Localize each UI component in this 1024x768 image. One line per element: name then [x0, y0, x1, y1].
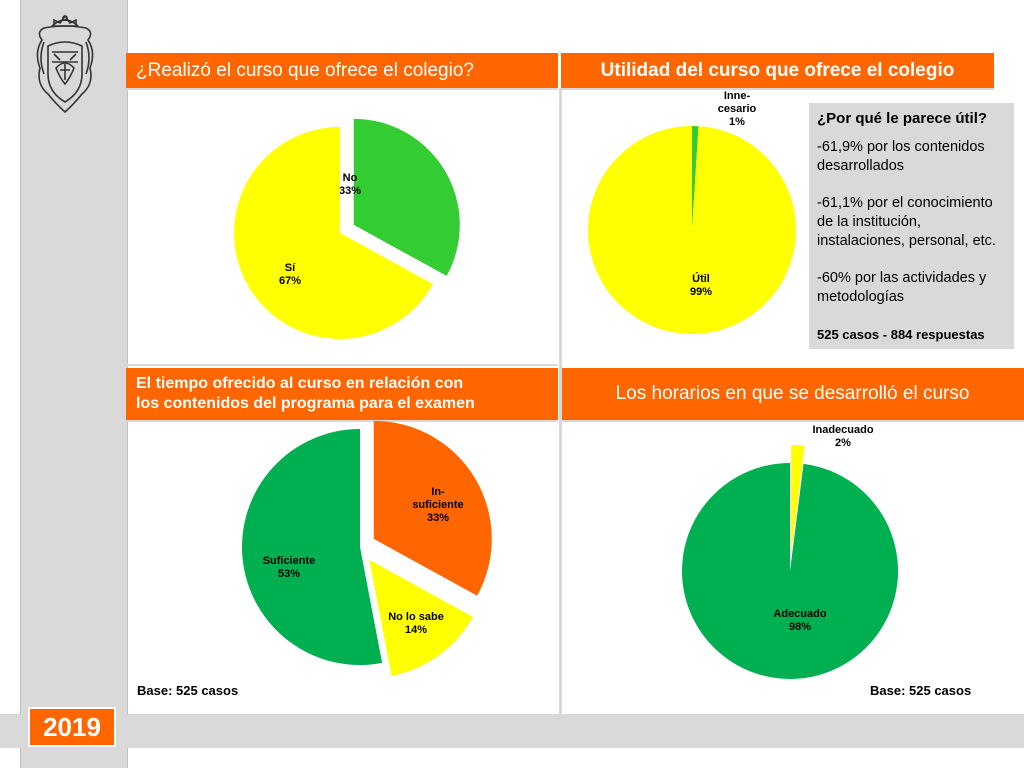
divider-bottom-left [126, 420, 558, 422]
panel-title-tiempo-line1: El tiempo ofrecido al curso en relación … [136, 375, 464, 392]
pie-label-innecesario: Inne-cesario 1% [718, 90, 757, 128]
divider-middle [126, 364, 558, 366]
pie-slice-adecuado [681, 463, 898, 679]
university-crest-logo [30, 12, 100, 118]
pie-label-si: Sí 67% [279, 262, 301, 287]
pie-slice-inadecuado [791, 445, 805, 554]
pie-label-no-lo-sabe: No lo sabe 14% [388, 611, 444, 636]
pie-label-adecuado: Adecuado 98% [773, 608, 826, 633]
pie-label-inadecuado: Inadecuado 2% [812, 424, 873, 449]
pie-slice-innecesario [692, 126, 699, 230]
info-item-conocimiento: -61,1% por el conocimiento de la institu… [817, 195, 996, 249]
divider-top-left [126, 88, 558, 90]
info-item-contenidos: -61,9% por los contenidos desarrollados [817, 139, 985, 174]
panel-title-utilidad-curso: Utilidad del curso que ofrece el colegio [561, 53, 994, 88]
divider-top-right [562, 88, 994, 90]
info-box-title: ¿Por qué le parece útil? [817, 110, 988, 127]
panel-title-horarios: Los horarios en que se desarrolló el cur… [561, 368, 1024, 420]
pie-slice-util [588, 126, 797, 334]
pie-label-no: No 33% [339, 172, 361, 197]
pie-label-util: Útil 99% [690, 272, 712, 298]
bottom-band [0, 714, 1024, 748]
pie-slice-suficiente [242, 429, 383, 665]
side-strip [20, 0, 128, 768]
panel-title-tiempo-ofrecido: El tiempo ofrecido al curso en relación … [126, 368, 558, 420]
year-badge: 2019 [28, 707, 116, 747]
pie-label-insuficiente: In-suficiente 33% [412, 486, 463, 524]
vertical-divider [559, 88, 562, 714]
base-note-right: Base: 525 casos [870, 683, 972, 698]
panel-title-tiempo-line2: los contenidos del programa para el exam… [136, 395, 475, 412]
pie-slice-insuficiente [373, 420, 492, 596]
info-item-actividades: -60% por las actividades y metodologías [817, 270, 987, 305]
pie-label-suficiente: Suficiente 53% [263, 555, 316, 580]
panel-title-realizo-curso: ¿Realizó el curso que ofrece el colegio? [126, 53, 558, 88]
info-box-utilidad: ¿Por qué le parece útil? -61,9% por los … [809, 103, 1014, 349]
pie-slice-no [353, 118, 460, 276]
pie-slice-no-lo-sabe [369, 559, 473, 676]
base-note-left: Base: 525 casos [137, 683, 239, 698]
info-box-footer: 525 casos - 884 respuestas [817, 327, 985, 342]
pie-slice-si [234, 127, 433, 339]
divider-bottom-right [562, 420, 1024, 422]
